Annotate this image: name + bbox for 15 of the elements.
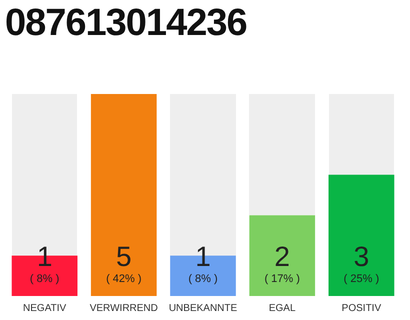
data-label: 3 (354, 241, 370, 272)
annotation: ( 8% ) (30, 273, 60, 285)
data-label: 5 (116, 241, 132, 272)
x-tick-label: POSITIV (342, 302, 382, 314)
data-label: 2 (274, 241, 290, 272)
chart-title: 087613014236 (5, 2, 247, 45)
bar (90, 94, 157, 296)
annotation: ( 8% ) (188, 273, 218, 285)
x-tick-label: UNBEKANNTE (168, 302, 238, 314)
annotation: ( 25% ) (344, 273, 380, 285)
x-tick-label: NEGATIV (23, 302, 67, 314)
x-tick-label: EGAL (268, 302, 296, 314)
annotation: ( 17% ) (264, 273, 300, 285)
x-tick-label: VERWIRREND (90, 302, 158, 314)
annotation: ( 42% ) (106, 273, 142, 285)
